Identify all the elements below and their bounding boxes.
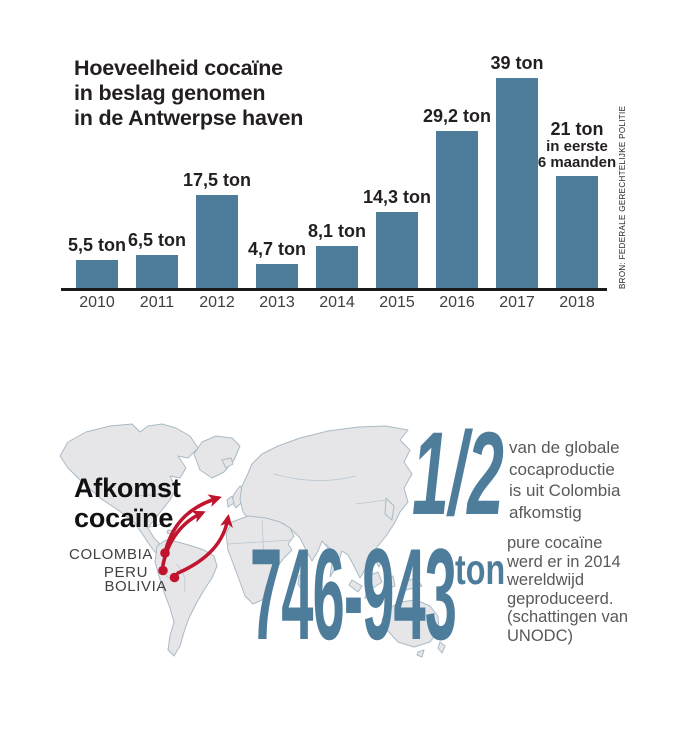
stat-production-text: pure cocaïne werd er in 2014 wereldwijd … <box>507 534 629 645</box>
bar-2015 <box>376 212 418 290</box>
chart-title: Hoeveelheid cocaïne in beslag genomen in… <box>74 56 304 130</box>
island-new-guinea <box>401 577 423 591</box>
island-sumatra <box>348 579 363 593</box>
island-iceland <box>221 457 234 469</box>
trafficking-arrows <box>161 494 233 575</box>
arrow-colombia-to-europe <box>164 494 222 551</box>
bar-label-2017: 39 ton <box>490 53 544 73</box>
bar-2010 <box>76 260 118 290</box>
bar-2018 <box>556 176 598 290</box>
island-borneo <box>367 571 383 589</box>
bar-label-2013: 4,7 ton <box>247 239 306 259</box>
x-tick-2016: 2016 <box>439 294 475 311</box>
island-japan <box>384 497 395 521</box>
label-peru: PERU <box>103 564 148 581</box>
arrow-bolivia-to-europe <box>176 514 233 575</box>
continent-south-america <box>154 539 218 657</box>
x-tick-2010: 2010 <box>79 294 115 311</box>
x-tick-2013: 2013 <box>259 294 295 311</box>
map-heading: Afkomst cocaïne <box>74 473 181 533</box>
continent-north-america <box>59 423 199 558</box>
map-landmasses <box>59 423 446 658</box>
bar-2016 <box>436 131 478 290</box>
stat-production-value: 746-943 <box>250 521 457 667</box>
island-tasmania <box>416 649 425 658</box>
stat-half-value: 1/2 <box>412 408 504 540</box>
x-tick-2015: 2015 <box>379 294 415 311</box>
bar-2011 <box>136 255 178 290</box>
island-java <box>364 593 381 602</box>
x-axis-line <box>61 288 607 291</box>
island-ireland <box>226 495 235 508</box>
origin-dot-bolivia <box>169 572 180 583</box>
origin-dot-colombia <box>160 548 170 558</box>
arrow-peru-to-europe <box>161 510 206 567</box>
bar-label-2012: 17,5 ton <box>182 170 252 190</box>
x-tick-2018: 2018 <box>559 294 595 311</box>
bar-label-2014: 8,1 ton <box>307 221 366 241</box>
bar-label-2015: 14,3 ton <box>362 187 432 207</box>
bar-2017 <box>496 78 538 290</box>
x-tick-2011: 2011 <box>139 294 175 311</box>
bar-label-2016: 29,2 ton <box>422 106 492 126</box>
world-map <box>59 423 446 658</box>
continent-australia <box>381 599 440 648</box>
bar-2013 <box>256 264 298 290</box>
x-tick-2014: 2014 <box>319 294 355 311</box>
origin-dots <box>158 548 180 583</box>
bar-label-2010: 5,5 ton <box>67 235 126 255</box>
x-tick-2017: 2017 <box>499 294 535 311</box>
bar-label-2011: 6,5 ton <box>127 230 186 250</box>
stat-production-unit: ton <box>455 546 506 594</box>
continent-africa <box>225 515 295 605</box>
country-borders <box>131 473 387 593</box>
island-new-zealand <box>437 641 446 654</box>
bar-label-2018: 21 ton in eerste 6 maanden <box>537 119 617 171</box>
label-colombia: COLOMBIA <box>69 546 153 563</box>
island-greenland <box>193 435 241 479</box>
origin-dot-peru <box>158 565 168 576</box>
bar-2012 <box>196 195 238 290</box>
island-madagascar <box>297 571 308 591</box>
x-tick-2012: 2012 <box>199 294 235 311</box>
island-sulawesi <box>386 575 396 589</box>
source-note: BRON: FEDERALE GERECHTELIJKE POLITIE <box>618 105 627 289</box>
stat-half-text: van de globale cocaproductie is uit Colo… <box>509 438 621 522</box>
island-philippines <box>374 553 383 568</box>
bar-2014 <box>316 246 358 290</box>
label-bolivia: BOLIVIA <box>104 578 167 595</box>
